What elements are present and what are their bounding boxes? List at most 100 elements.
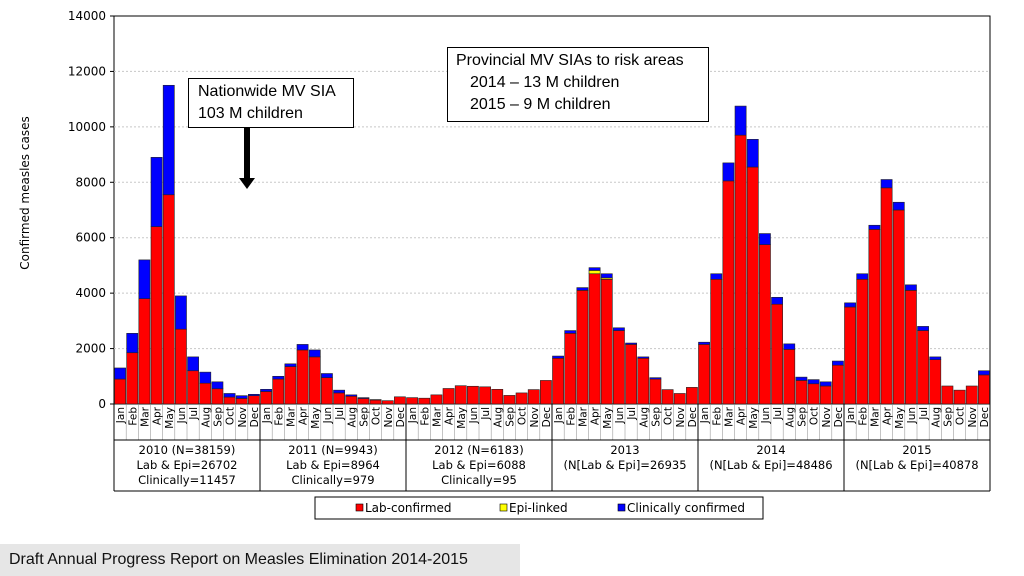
month-tick-label: Mar (869, 406, 881, 426)
month-tick-label: Jan (261, 407, 273, 424)
month-tick-label: Oct (517, 407, 529, 425)
y-tick-label: 6000 (75, 231, 106, 245)
month-tick-label: Jun (322, 407, 334, 424)
month-tick-label: Sep (942, 407, 954, 427)
provincial-sia-callout: Provincial MV SIAs to risk areas 2014 – … (447, 47, 709, 122)
bar-lab-confirmed (308, 356, 321, 405)
bar-lab-confirmed (187, 370, 199, 405)
bar-clinically-confirmed (187, 356, 199, 372)
bar-lab-confirmed (321, 377, 333, 405)
bar-lab-confirmed (284, 366, 297, 405)
y-tick-label: 0 (98, 397, 106, 411)
bar-lab-confirmed (235, 398, 248, 405)
y-tick-label: 8000 (75, 175, 106, 189)
bar-lab-confirmed (138, 298, 151, 405)
bar-clinically-confirmed (296, 344, 309, 351)
bar-clinically-confirmed (880, 179, 893, 189)
month-tick-label: Dec (249, 407, 261, 428)
bar-lab-confirmed (783, 349, 796, 405)
bar-lab-confirmed (576, 290, 589, 405)
month-tick-label: Jul (480, 407, 492, 421)
bar-lab-confirmed (430, 394, 443, 405)
y-tick-label: 2000 (75, 342, 106, 356)
month-tick-label: Aug (492, 407, 504, 428)
year-group-label: (N[Lab & Epi]=40878 (855, 458, 978, 472)
sia-callout-line2: 103 M children (198, 105, 303, 122)
month-tick-label: Nov (529, 407, 541, 428)
sia-callout-line1: Nationwide MV SIA (198, 83, 336, 100)
y-tick-label: 14000 (68, 9, 106, 23)
month-tick-label: Jan (407, 407, 419, 424)
bar-lab-confirmed (880, 187, 893, 405)
bar-lab-confirmed (941, 385, 954, 405)
bar-lab-confirmed (759, 244, 771, 405)
month-tick-label: Aug (346, 407, 358, 428)
bar-lab-confirmed (722, 180, 735, 405)
bar-clinically-confirmed (150, 157, 163, 227)
bar-lab-confirmed (418, 397, 431, 405)
bar-clinically-confirmed (333, 389, 345, 394)
month-tick-label: Nov (821, 407, 833, 428)
bar-lab-confirmed (552, 357, 564, 405)
bar-lab-confirmed (746, 166, 759, 405)
month-tick-label: Jan (699, 407, 711, 424)
legend-swatch (499, 503, 508, 512)
bar-lab-confirmed (625, 344, 637, 405)
y-tick-label: 4000 (75, 286, 106, 300)
bars (114, 84, 990, 405)
bar-lab-confirmed (248, 395, 260, 405)
year-group-label: 2014 (756, 443, 785, 457)
bar-clinically-confirmed (759, 233, 771, 245)
month-tick-label: May (456, 407, 468, 429)
bar-clinically-confirmed (175, 295, 187, 330)
bar-clinically-confirmed (613, 327, 625, 331)
legend: Lab-confirmed Epi-linked Clinically confir… (314, 496, 764, 520)
bar-lab-confirmed (795, 380, 808, 405)
bar-clinically-confirmed (260, 389, 272, 392)
bar-clinically-confirmed (576, 287, 589, 291)
bar-clinically-confirmed (819, 381, 832, 387)
bar-lab-confirmed (953, 389, 966, 405)
month-tick-label: Apr (590, 406, 602, 425)
bar-lab-confirmed (710, 278, 723, 405)
bar-clinically-confirmed (783, 343, 796, 350)
bar-clinically-confirmed (211, 381, 224, 390)
bar-clinically-confirmed (345, 394, 358, 397)
month-tick-label: Dec (687, 407, 699, 428)
legend-label: Clinically confirmed (627, 501, 745, 515)
bar-lab-confirmed (673, 393, 686, 405)
year-group-label: 2013 (610, 443, 639, 457)
month-tick-label: May (748, 407, 760, 429)
legend-label: Epi-linked (509, 501, 568, 515)
prov-callout-line3: 2015 – 9 M children (470, 96, 611, 113)
bar-lab-confirmed (856, 278, 869, 405)
bar-lab-confirmed (394, 396, 406, 405)
y-axis-label: Confirmed measles cases (18, 116, 32, 269)
month-tick-label: Sep (650, 407, 662, 427)
month-tick-label: Oct (371, 407, 383, 425)
bar-clinically-confirmed (248, 393, 260, 396)
bar-lab-confirmed (199, 382, 212, 405)
year-group-label: Clinically=979 (291, 473, 374, 487)
bar-clinically-confirmed (917, 326, 929, 331)
y-tick-labels: 0 2000 4000 6000 8000 10000 12000 14000 (68, 9, 106, 411)
month-tick-label: Mar (285, 406, 297, 426)
bar-epi-linked (588, 270, 601, 275)
month-tick-label: Sep (212, 407, 224, 427)
bar-lab-confirmed (454, 385, 467, 405)
bar-clinically-confirmed (126, 333, 139, 354)
bar-lab-confirmed (929, 359, 942, 405)
bar-lab-confirmed (661, 389, 674, 405)
bar-clinically-confirmed (929, 356, 942, 360)
month-tick-label: Sep (796, 407, 808, 427)
bar-clinically-confirmed (564, 330, 577, 334)
month-tick-label: Apr (444, 406, 456, 425)
month-tick-label: Feb (273, 407, 285, 426)
axes (110, 15, 991, 492)
bar-clinically-confirmed (856, 273, 869, 280)
month-tick-label: Dec (395, 407, 407, 428)
bar-lab-confirmed (211, 388, 224, 405)
bar-clinically-confirmed (600, 273, 613, 279)
month-tick-label: Sep (358, 407, 370, 427)
month-tick-label: Aug (638, 407, 650, 428)
